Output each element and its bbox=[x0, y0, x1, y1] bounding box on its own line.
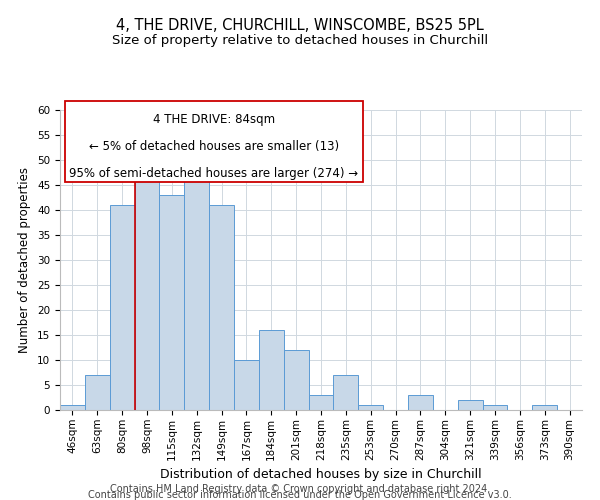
X-axis label: Distribution of detached houses by size in Churchill: Distribution of detached houses by size … bbox=[160, 468, 482, 481]
Text: 95% of semi-detached houses are larger (274) →: 95% of semi-detached houses are larger (… bbox=[70, 167, 359, 180]
Text: ← 5% of detached houses are smaller (13): ← 5% of detached houses are smaller (13) bbox=[89, 140, 339, 153]
Bar bbox=[408, 395, 433, 410]
Bar bbox=[184, 170, 209, 410]
Bar bbox=[110, 205, 134, 410]
Bar bbox=[532, 405, 557, 410]
Bar bbox=[209, 205, 234, 410]
Text: 4 THE DRIVE: 84sqm: 4 THE DRIVE: 84sqm bbox=[153, 113, 275, 126]
Text: 4, THE DRIVE, CHURCHILL, WINSCOMBE, BS25 5PL: 4, THE DRIVE, CHURCHILL, WINSCOMBE, BS25… bbox=[116, 18, 484, 32]
Bar bbox=[308, 395, 334, 410]
Y-axis label: Number of detached properties: Number of detached properties bbox=[19, 167, 31, 353]
Text: Contains HM Land Registry data © Crown copyright and database right 2024.: Contains HM Land Registry data © Crown c… bbox=[110, 484, 490, 494]
Bar bbox=[134, 165, 160, 410]
Bar bbox=[482, 405, 508, 410]
Text: Size of property relative to detached houses in Churchill: Size of property relative to detached ho… bbox=[112, 34, 488, 47]
Bar bbox=[259, 330, 284, 410]
Bar bbox=[160, 195, 184, 410]
Bar bbox=[85, 375, 110, 410]
Bar bbox=[334, 375, 358, 410]
Bar bbox=[358, 405, 383, 410]
Bar bbox=[458, 400, 482, 410]
Bar bbox=[60, 405, 85, 410]
Bar bbox=[234, 360, 259, 410]
Bar bbox=[284, 350, 308, 410]
Text: Contains public sector information licensed under the Open Government Licence v3: Contains public sector information licen… bbox=[88, 490, 512, 500]
FancyBboxPatch shape bbox=[65, 101, 363, 182]
